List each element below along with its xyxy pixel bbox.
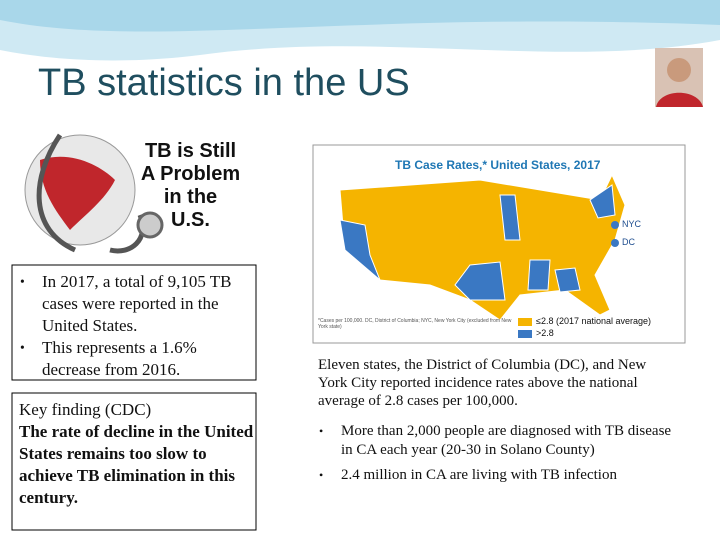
graphic-text: TB is Still A Problem in the U.S. — [128, 140, 253, 232]
graphic-line: in the — [163, 186, 218, 208]
map-dot — [611, 221, 619, 229]
bullet: This represents a 1.6% decrease from 201… — [18, 337, 250, 381]
stethoscope-head — [136, 211, 164, 239]
legend-swatch — [518, 318, 532, 326]
text-box — [11, 392, 257, 531]
legend-label: >2.8 — [536, 328, 554, 338]
bullet-list: In 2017, a total of 9,105 TB cases were … — [18, 271, 250, 381]
bullet: More than 2,000 people are diagnosed wit… — [317, 422, 677, 460]
key-text: The rate of decline in the United States… — [19, 422, 254, 507]
map-dot — [611, 239, 619, 247]
graphic-line: A Problem — [140, 163, 241, 185]
key-finding: Key finding (CDC) The rate of decline in… — [19, 399, 254, 509]
bullet-list: More than 2,000 people are diagnosed wit… — [317, 422, 677, 485]
graphic-line: U.S. — [171, 209, 210, 231]
key-heading: Key finding (CDC) — [19, 400, 152, 419]
bullet: In 2017, a total of 9,105 TB cases were … — [18, 271, 250, 337]
photo-shirt — [656, 92, 703, 107]
header-swoosh — [0, 0, 720, 32]
map-label: DC — [622, 237, 635, 247]
legend-swatch — [518, 330, 532, 338]
slide-title: TB statistics in the US — [38, 62, 410, 104]
globe-land — [40, 156, 115, 230]
legend-label: ≤2.8 (2017 national average) — [536, 316, 652, 326]
graphic-line: TB is Still — [144, 140, 237, 162]
map-footnote: *Cases per 100,000. DC, District of Colu… — [318, 318, 512, 330]
map-states-above — [339, 184, 616, 301]
paragraph: Eleven states, the District of Columbia … — [318, 357, 647, 409]
map-states — [339, 173, 626, 321]
bullet: 2.4 million in CA are living with TB inf… — [317, 466, 677, 485]
map-label: NYC — [622, 219, 642, 229]
photo-face — [667, 58, 691, 82]
map-title: TB Case Rates,* United States, 2017 — [395, 158, 601, 172]
